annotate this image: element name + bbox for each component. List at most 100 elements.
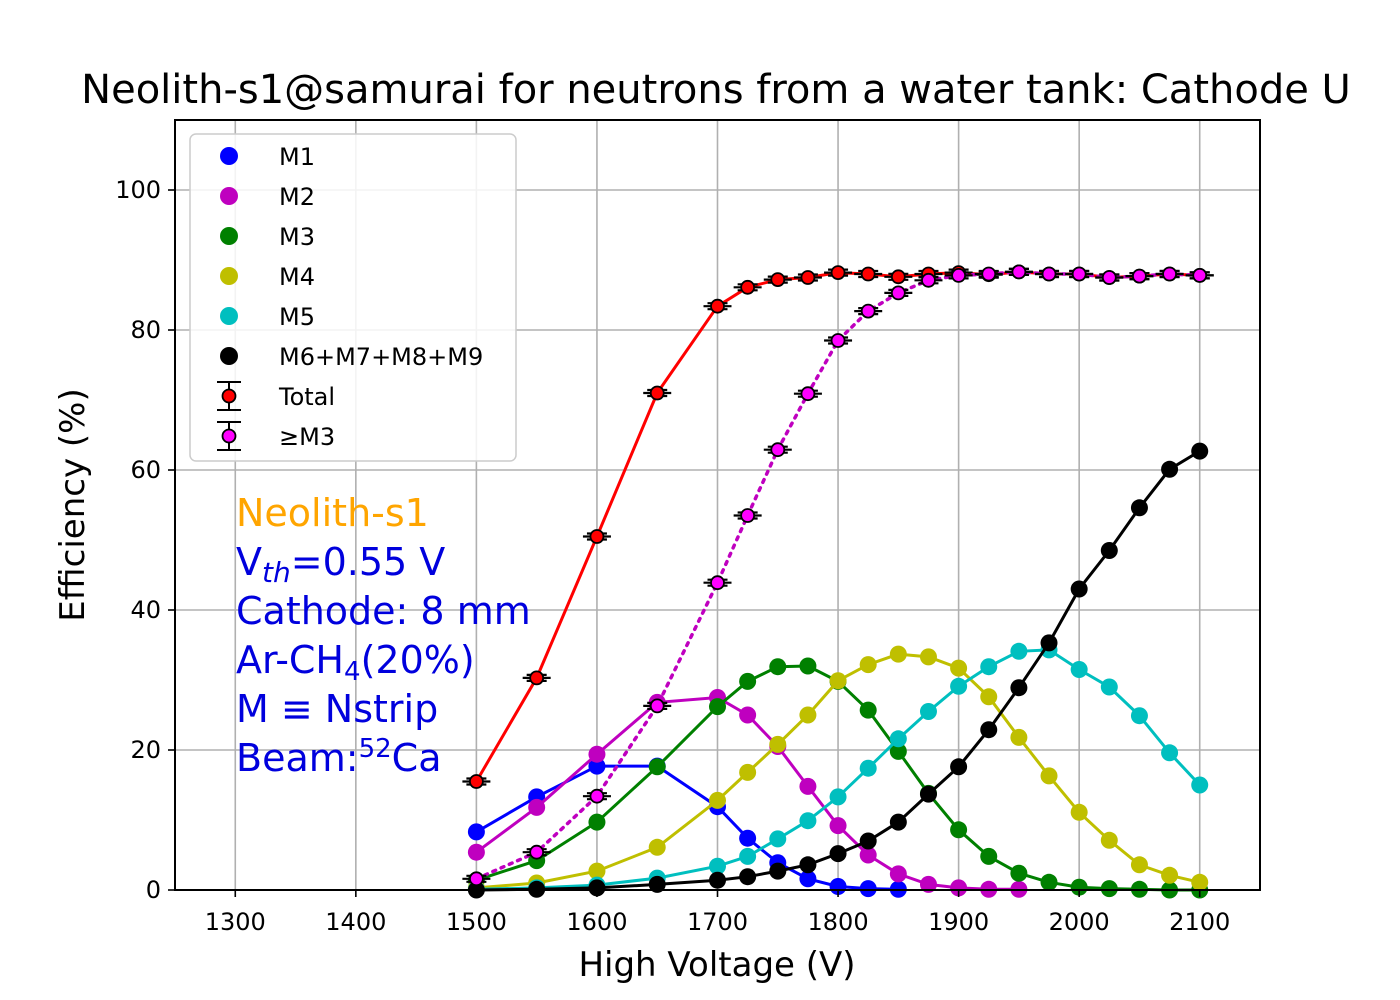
legend-marker (220, 187, 238, 205)
legend-label: M6+M7+M8+M9 (279, 343, 483, 371)
series-M4 (467, 645, 1209, 897)
legend-entry: M1 (220, 143, 315, 171)
data-point (529, 844, 545, 860)
data-point (709, 791, 726, 809)
x-axis-label: High Voltage (V) (578, 945, 855, 985)
x-tick-label: 1800 (808, 908, 869, 936)
data-point (710, 575, 725, 591)
data-point (921, 272, 936, 288)
x-tick-label: 2000 (1049, 908, 1110, 936)
data-point (1101, 270, 1117, 285)
x-tick-label: 1400 (325, 908, 386, 936)
x-tick-label: 1500 (446, 908, 507, 936)
data-point (1100, 678, 1118, 696)
data-point (1010, 864, 1028, 882)
legend-label: Total (278, 383, 335, 411)
legend-entry: M6+M7+M8+M9 (220, 343, 483, 371)
legend-marker (220, 267, 238, 285)
annotation-cathode: Cathode: 8 mm (236, 589, 531, 633)
grid (175, 120, 1260, 891)
data-point (588, 813, 606, 831)
data-point (769, 862, 787, 880)
ticks: 1300 1400 1500 1600 1700 1800 1900 2000 2100 0 20 4… (115, 176, 1230, 936)
y-tick-label: 100 (115, 176, 161, 204)
y-tick-label: 80 (130, 316, 161, 344)
data-point (890, 285, 906, 301)
data-point (709, 857, 726, 875)
data-point (889, 742, 907, 760)
data-point (528, 798, 546, 816)
series-M6+M7+M8+M9 (467, 442, 1209, 899)
data-point (709, 871, 726, 889)
annotation-beam: Beam:52Ca (236, 734, 441, 780)
data-point (1132, 268, 1147, 284)
data-point (1100, 542, 1118, 559)
data-point (739, 847, 757, 865)
y-tick-label: 0 (146, 876, 161, 904)
data-point (739, 829, 757, 847)
data-point (1070, 803, 1088, 821)
data-point (799, 657, 817, 675)
data-point (889, 865, 907, 883)
data-point (859, 846, 877, 864)
x-tick-label: 1600 (566, 908, 627, 936)
x-tick-label: 1900 (928, 908, 989, 936)
x-tick-label: 1700 (687, 908, 748, 936)
data-point (800, 386, 816, 402)
data-point (799, 812, 817, 830)
data-point (980, 688, 998, 706)
data-point (889, 730, 907, 748)
data-point (1191, 873, 1209, 891)
data-point (950, 659, 968, 677)
x-tick-label: 1300 (205, 908, 266, 936)
data-point (859, 759, 877, 777)
data-point (769, 830, 787, 848)
data-point (980, 658, 998, 676)
data-point (829, 672, 847, 690)
legend-entry: M4 (220, 263, 315, 291)
data-point (950, 677, 968, 695)
annotation-m-definition: M ≡ Nstrip (236, 687, 438, 731)
data-point (799, 870, 817, 888)
data-point (799, 706, 817, 724)
data-point (710, 298, 725, 314)
data-point (588, 757, 606, 775)
data-point (1162, 266, 1177, 282)
data-point (739, 763, 757, 781)
data-point (799, 777, 817, 795)
data-point (589, 788, 605, 804)
data-point (829, 817, 847, 835)
data-point (859, 656, 877, 674)
data-point (980, 847, 998, 865)
legend-marker (220, 307, 238, 325)
y-tick-label: 20 (130, 736, 161, 764)
data-point (467, 823, 485, 841)
data-point (1130, 856, 1148, 874)
data-point (1161, 744, 1179, 762)
data-point (830, 265, 846, 281)
data-point (467, 843, 485, 861)
data-point (1040, 873, 1058, 891)
data-point (919, 785, 937, 803)
legend-label: M5 (279, 303, 315, 331)
data-point (1070, 878, 1088, 896)
legend-entry: M3 (220, 223, 315, 251)
legend-label: M4 (279, 263, 315, 291)
data-point (1161, 460, 1179, 478)
data-point (950, 879, 968, 897)
legend-box (189, 133, 517, 462)
data-point (951, 267, 967, 283)
data-point (1040, 767, 1058, 785)
annotation-block: Neolith-s1 Vth=0.55 V Cathode: 8 mm Ar-C… (236, 491, 531, 780)
data-point (1191, 776, 1209, 794)
data-point (1070, 661, 1088, 678)
data-point (981, 266, 997, 282)
data-point (919, 648, 937, 666)
data-point (740, 279, 756, 295)
data-point (799, 856, 817, 874)
data-point (859, 832, 877, 850)
data-point (800, 270, 816, 285)
data-point (829, 845, 847, 863)
annotation-gas: Ar-CH4(20%) (236, 638, 475, 687)
